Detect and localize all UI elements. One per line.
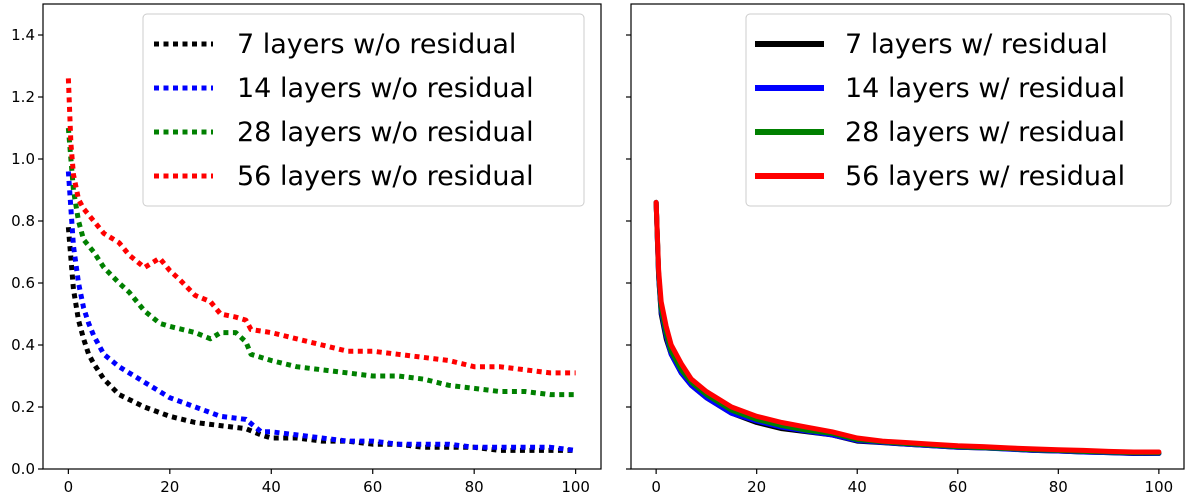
legend-label: 28 layers w/ residual <box>845 117 1125 148</box>
series-line-1 <box>65 226 576 453</box>
x-tick-label: 0 <box>64 478 74 496</box>
right-panel-with-residual: 0 20 40 60 80 100 7 layers w/ residual 14 layer… <box>626 3 1185 496</box>
y-tick-label: 0.0 <box>11 460 35 478</box>
legend: 7 layers w/o residual 14 layers w/o resid… <box>142 13 585 207</box>
y-tick-label: 1.2 <box>11 88 35 106</box>
x-tick-label: 40 <box>262 478 281 496</box>
y-tick-label: 0.4 <box>11 336 35 354</box>
y-tick-label: 0.8 <box>11 212 35 230</box>
legend-label: 7 layers w/o residual <box>237 29 516 60</box>
legend-box <box>142 13 585 207</box>
legend-label: 56 layers w/ residual <box>845 161 1125 192</box>
legend-label: 56 layers w/o residual <box>237 161 534 192</box>
x-tick-label: 60 <box>363 478 382 496</box>
legend-label: 14 layers w/ residual <box>845 73 1125 104</box>
series-group <box>65 78 576 453</box>
series-group <box>653 199 1162 456</box>
legend-label: 14 layers w/o residual <box>237 73 534 104</box>
y-tick-label: 1.4 <box>11 26 35 44</box>
x-tick-label: 20 <box>747 478 766 496</box>
y-tick-label: 1.0 <box>11 150 35 168</box>
y-tick-label: 0.6 <box>11 274 35 292</box>
series-line-4 <box>65 78 576 376</box>
axes-frame <box>630 3 1185 470</box>
series-line-2 <box>65 171 576 453</box>
axes-frame <box>42 3 602 470</box>
x-tick-label: 80 <box>1049 478 1068 496</box>
series-line-1 <box>653 199 1162 456</box>
legend: 7 layers w/ residual 14 layers w/ residua… <box>745 13 1172 207</box>
left-panel-without-residual: 0 20 40 60 80 100 0.0 0.2 0.4 0.6 0.8 1.0 1.2 1.4 7 la… <box>11 3 602 496</box>
x-tick-label: 80 <box>465 478 484 496</box>
x-tick-label: 0 <box>651 478 661 496</box>
x-tick-label: 40 <box>848 478 867 496</box>
y-tick-label: 0.2 <box>11 398 35 416</box>
legend-label: 28 layers w/o residual <box>237 117 534 148</box>
x-tick-label: 100 <box>561 478 590 496</box>
legend-box <box>745 13 1172 207</box>
legend-label: 7 layers w/ residual <box>845 29 1108 60</box>
series-line-3 <box>65 127 576 398</box>
x-tick-label: 20 <box>160 478 179 496</box>
series-line-4 <box>653 199 1162 455</box>
x-tick-label: 60 <box>948 478 967 496</box>
x-tick-label: 100 <box>1145 478 1174 496</box>
